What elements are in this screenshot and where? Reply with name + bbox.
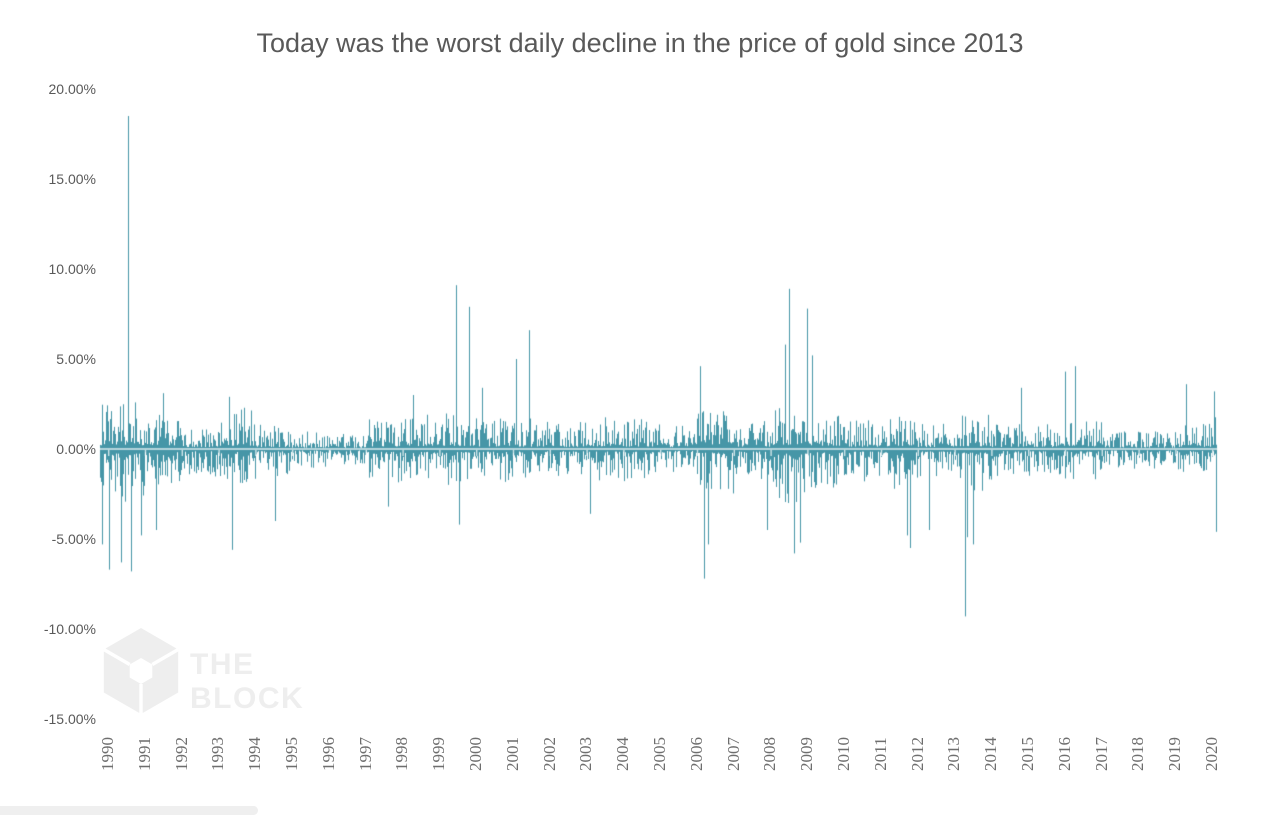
x-tick-label: 1998 bbox=[392, 737, 412, 771]
x-tick-label: 2001 bbox=[502, 737, 522, 771]
the-block-cube-icon bbox=[102, 628, 180, 714]
x-tick-label: 2019 bbox=[1165, 737, 1185, 771]
x-tick-label: 2014 bbox=[981, 737, 1001, 771]
x-tick-label: 2006 bbox=[686, 737, 706, 771]
y-tick-label: -10.00% bbox=[43, 621, 96, 637]
x-tick-label: 2009 bbox=[797, 737, 817, 771]
x-tick-label: 2002 bbox=[539, 737, 559, 771]
horizontal-scrollbar-thumb[interactable] bbox=[0, 806, 258, 815]
logo-word-block: BLOCK bbox=[190, 682, 304, 715]
x-tick-label: 2008 bbox=[760, 737, 780, 771]
x-tick-label: 1993 bbox=[208, 737, 228, 771]
y-tick-label: 20.00% bbox=[48, 81, 96, 97]
x-tick-label: 1996 bbox=[318, 737, 338, 771]
x-tick-label: 2007 bbox=[723, 737, 743, 771]
y-tick-label: -5.00% bbox=[51, 531, 96, 547]
logo-word-the: THE bbox=[190, 648, 255, 681]
x-tick-label: 2016 bbox=[1054, 737, 1074, 771]
x-tick-label: 1990 bbox=[98, 737, 117, 771]
x-tick-label: 2017 bbox=[1091, 737, 1111, 771]
x-tick-label: 2018 bbox=[1128, 737, 1148, 771]
x-tick-label: 2011 bbox=[870, 737, 890, 771]
x-tick-label: 2004 bbox=[613, 737, 633, 771]
x-tick-label: 2015 bbox=[1018, 737, 1037, 771]
x-tick-label: 2012 bbox=[907, 737, 927, 771]
y-tick-label: -15.00% bbox=[43, 711, 96, 727]
y-tick-label: 5.00% bbox=[56, 351, 96, 367]
x-tick-label: 1994 bbox=[245, 737, 265, 771]
x-tick-label: 2003 bbox=[576, 737, 596, 771]
x-tick-label: 1991 bbox=[134, 737, 154, 771]
x-tick-label: 1992 bbox=[171, 737, 191, 771]
x-tick-label: 2020 bbox=[1202, 737, 1221, 771]
y-tick-label: 15.00% bbox=[48, 171, 96, 187]
x-tick-label: 1995 bbox=[282, 737, 301, 771]
x-tick-label: 1999 bbox=[429, 737, 449, 771]
x-tick-label: 2005 bbox=[650, 737, 669, 771]
x-tick-label: 2010 bbox=[834, 737, 853, 771]
the-block-logo: THE BLOCK bbox=[102, 628, 304, 715]
x-tick-label: 2013 bbox=[944, 737, 964, 771]
x-tick-label: 1997 bbox=[355, 737, 375, 771]
y-tick-label: 10.00% bbox=[48, 261, 96, 277]
y-tick-label: 0.00% bbox=[56, 441, 96, 457]
x-tick-label: 2000 bbox=[466, 737, 485, 771]
